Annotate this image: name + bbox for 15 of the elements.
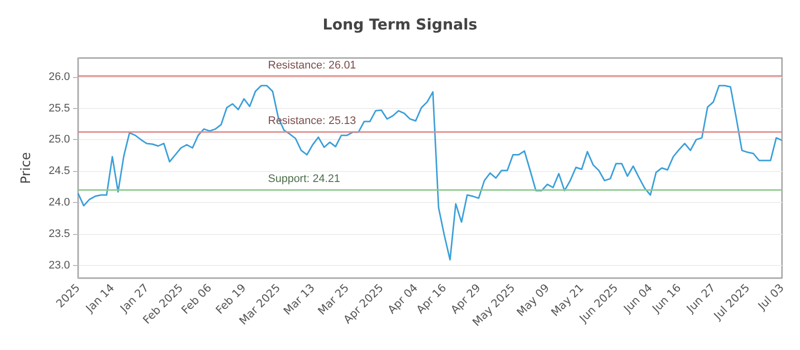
- x-tick-label: Mar 13: [281, 281, 318, 318]
- x-tick-label: Jul 03: [754, 281, 787, 314]
- y-axis-title: Price: [19, 152, 34, 184]
- y-tick-label: 24.5: [48, 165, 70, 178]
- ref-line-label: Resistance: 26.01: [268, 60, 356, 72]
- y-tick-label: 23.0: [48, 259, 70, 272]
- x-tick-label: Jan 14: [82, 281, 117, 316]
- y-tick-label: 24.0: [48, 196, 70, 209]
- y-tick-label: 23.5: [48, 228, 70, 240]
- y-tick-label: 26.0: [48, 70, 70, 83]
- ref-line-label: Support: 24.21: [268, 172, 340, 185]
- line-series: [77, 84, 783, 261]
- y-tick-label: 25.5: [48, 102, 70, 114]
- y-tick-label: 25.0: [48, 134, 70, 146]
- chart-title: Long Term Signals: [322, 16, 478, 34]
